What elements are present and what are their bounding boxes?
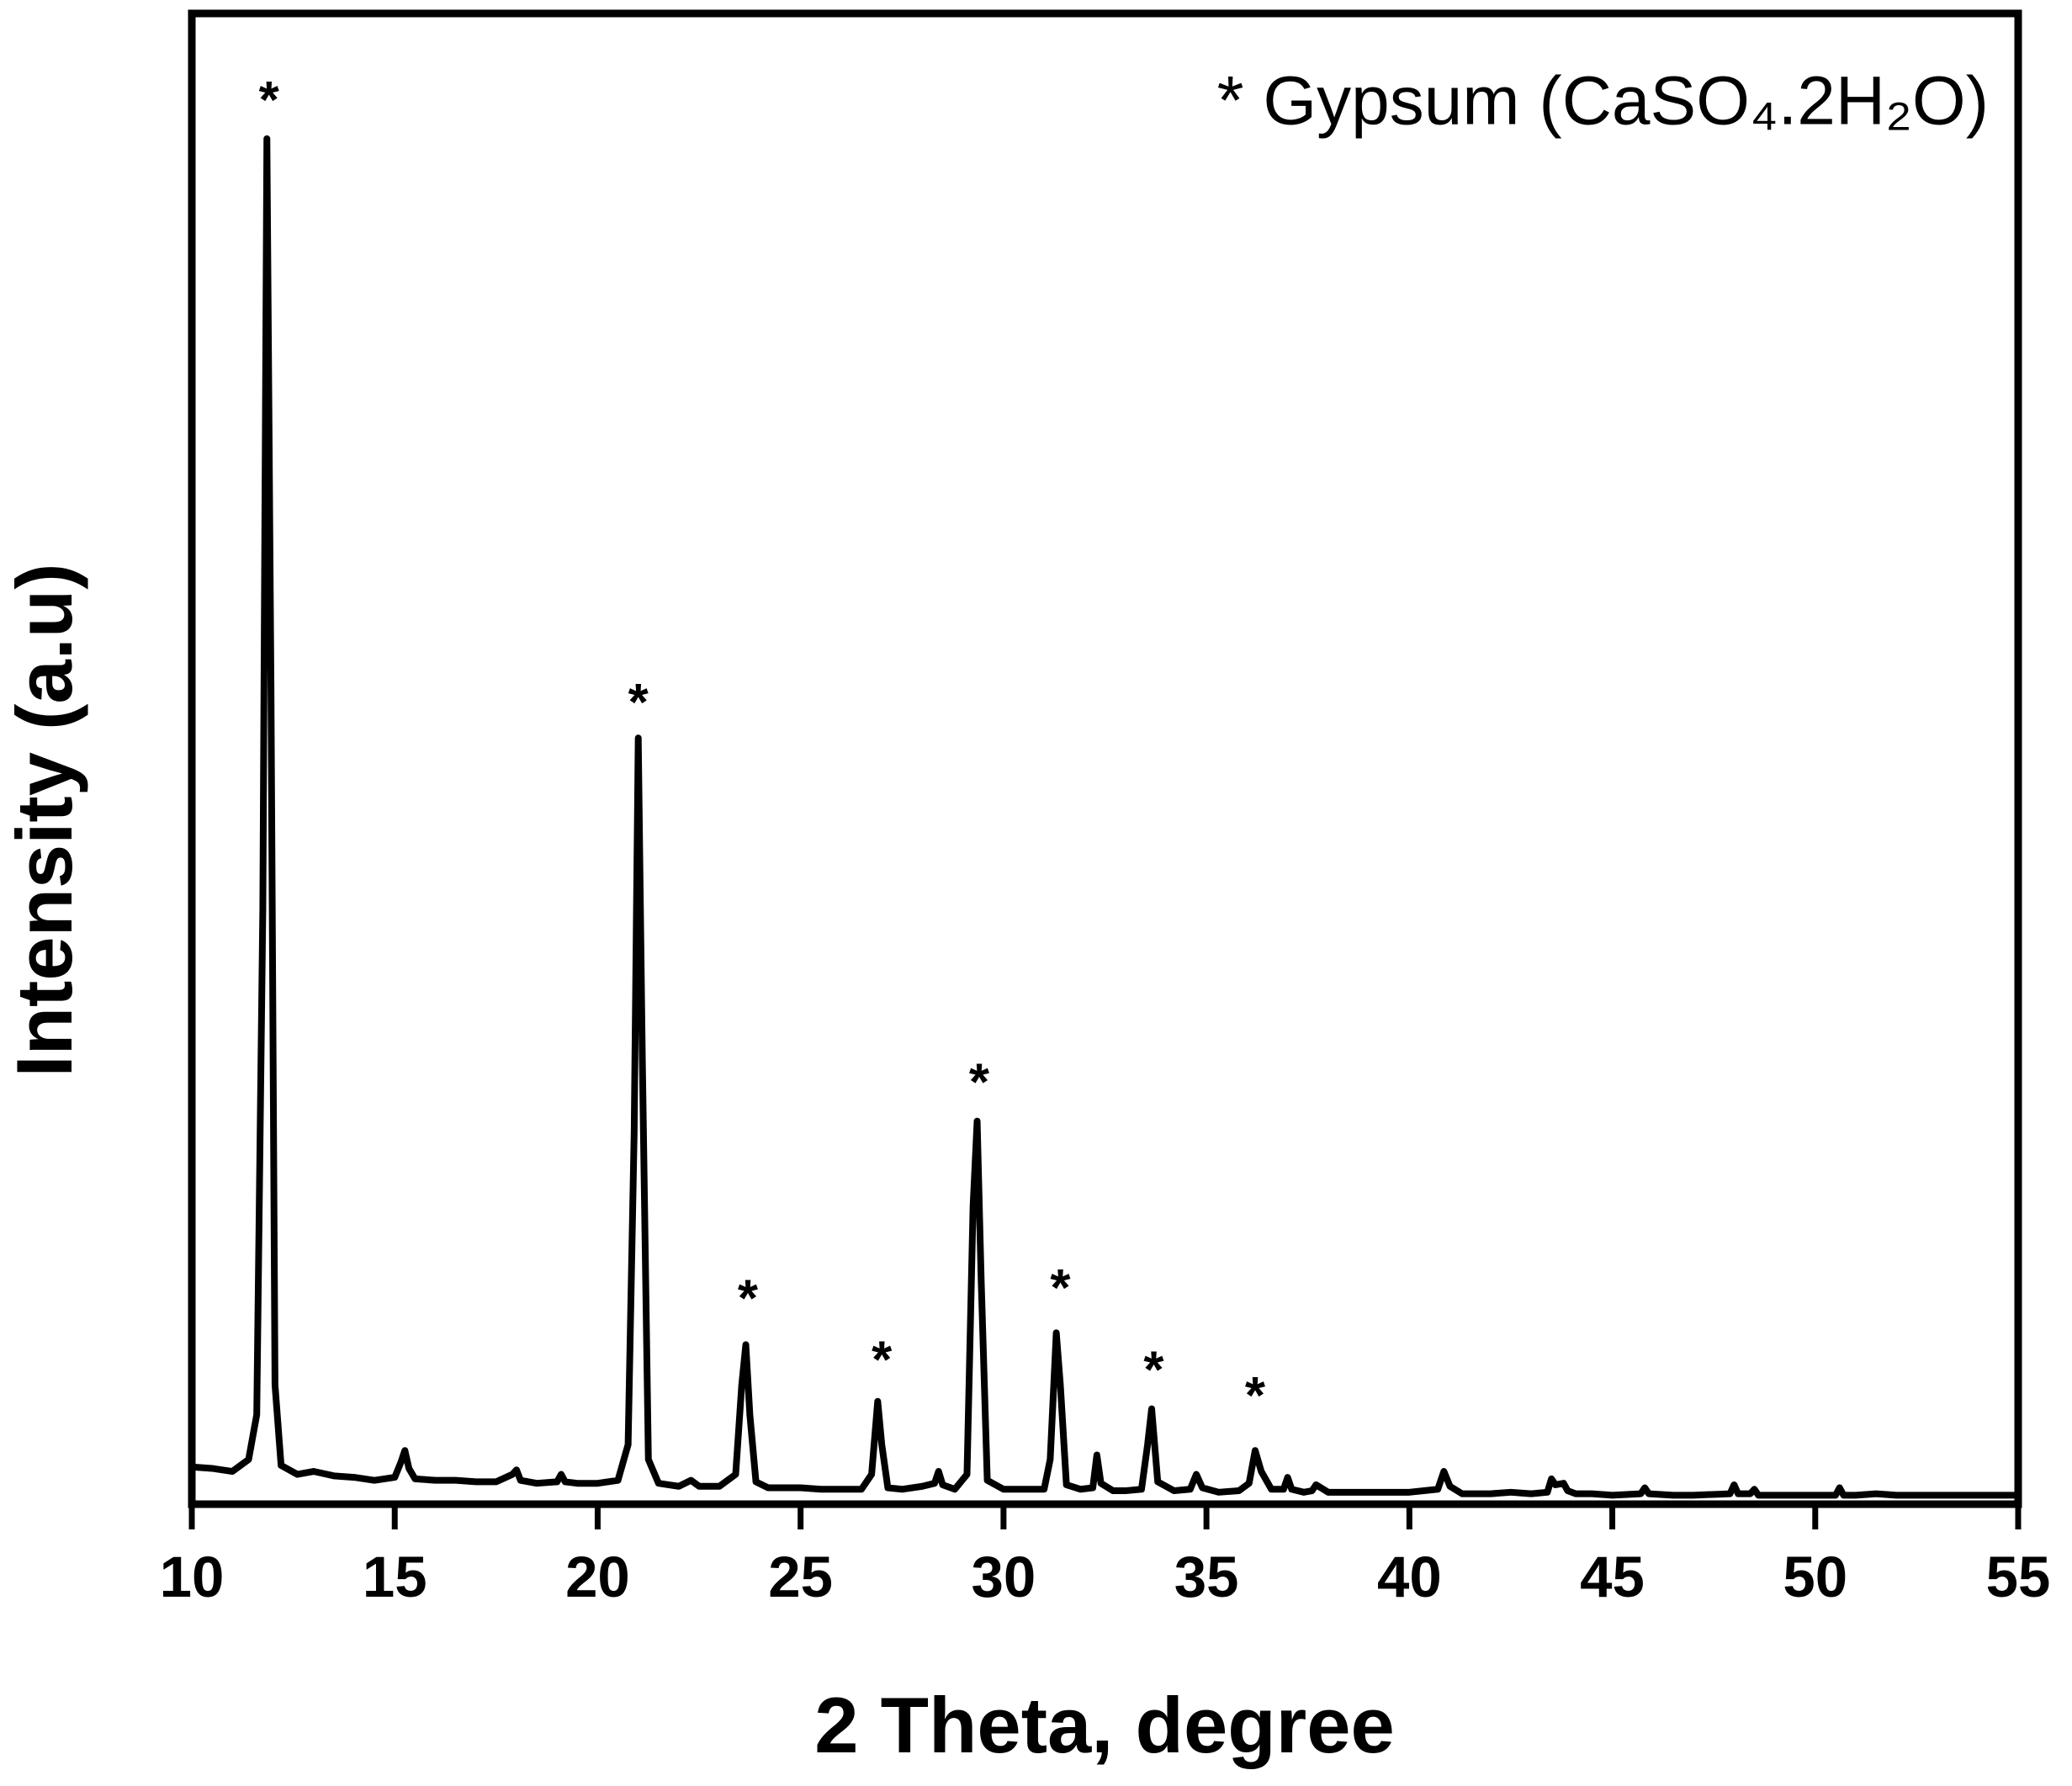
peak-marker: * (259, 72, 280, 130)
peak-marker: * (738, 1270, 759, 1328)
x-tick-label: 20 (565, 1545, 630, 1609)
peak-marker: * (969, 1054, 990, 1112)
x-tick-label: 10 (160, 1545, 225, 1609)
peak-marker: * (628, 674, 649, 732)
peak-marker: * (1050, 1259, 1071, 1317)
x-tick-label: 45 (1580, 1545, 1645, 1609)
x-tick-label: 25 (768, 1545, 833, 1609)
legend-text: * Gypsum (CaSO₄.2H₂O) (1217, 63, 1989, 140)
x-tick-label: 35 (1174, 1545, 1239, 1609)
x-tick-label: 50 (1783, 1545, 1847, 1609)
plot-frame (188, 9, 2022, 1508)
peak-marker: * (1245, 1367, 1266, 1425)
y-axis-title: Intensity (a.u) (0, 563, 88, 1077)
peak-marker: * (1143, 1342, 1164, 1400)
x-tick-label: 15 (363, 1545, 427, 1609)
data-line (191, 135, 2018, 1499)
peak-marker: * (872, 1331, 893, 1389)
x-axis-title: 2 Theta, degree (814, 1681, 1395, 1769)
x-tick-label: 30 (972, 1545, 1036, 1609)
x-tick-label: 55 (1986, 1545, 2051, 1609)
x-tick-label: 40 (1377, 1545, 1442, 1609)
